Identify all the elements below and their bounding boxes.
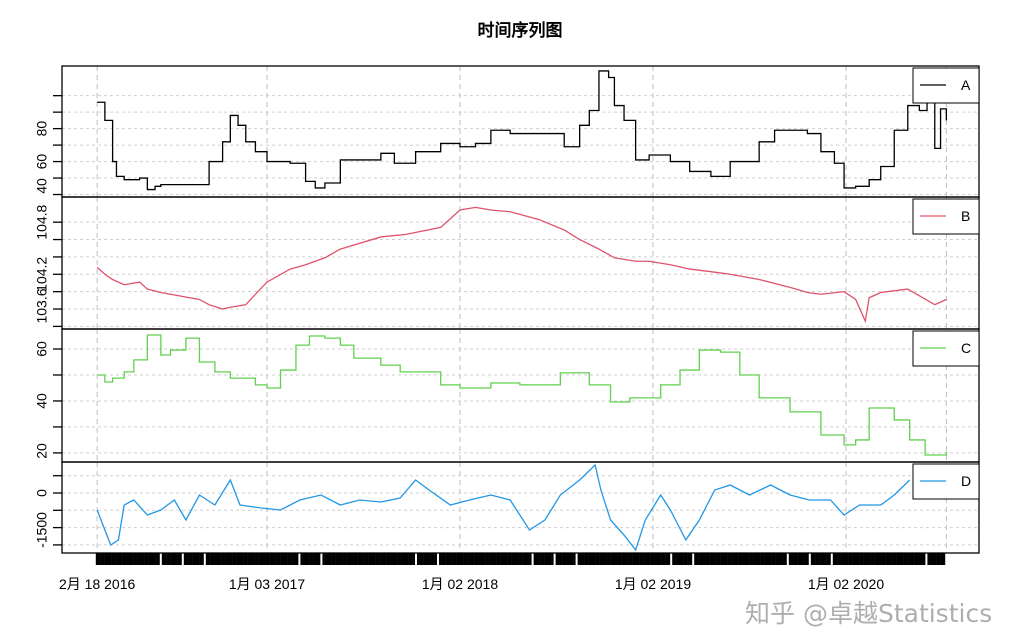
panel-frame	[61, 65, 980, 198]
panel-c: 20 40 60 C	[34, 328, 980, 463]
y-tick-label: 0	[34, 489, 50, 497]
series-line-b	[96, 206, 947, 324]
legend-d: D	[912, 463, 980, 500]
y-tick-label: 40	[34, 178, 50, 194]
legend-label: B	[961, 208, 970, 224]
legend-label: A	[961, 77, 971, 93]
series-line-c	[97, 334, 948, 456]
x-tick-label: 1月 02 2018	[422, 576, 498, 592]
y-tick-label: 104.8	[34, 204, 50, 239]
y-tick-label: 80	[34, 121, 50, 137]
y-tick-label: 40	[34, 393, 50, 409]
legend-label: C	[961, 340, 971, 356]
x-axis: 2月 18 2016 1月 03 2017 1月 02 2018 1月 02 2019…	[59, 553, 946, 592]
y-tick-label: 104.2	[34, 257, 50, 292]
x-tick-label: 1月 03 2017	[229, 576, 305, 592]
y-tick-label: 60	[34, 341, 50, 357]
y-tick-label: 60	[34, 154, 50, 170]
chart-title: 时间序列图	[478, 20, 563, 41]
series-line-a	[97, 70, 948, 191]
watermark: 知乎 @卓越Statistics	[745, 599, 992, 628]
x-tick-label: 1月 02 2020	[808, 576, 884, 592]
panel-d: -1500 0 D	[34, 461, 980, 554]
panel-a: 40 60 80 A	[34, 65, 980, 198]
y-tick-label: -1500	[34, 512, 50, 548]
x-tick-label: 2月 18 2016	[59, 576, 135, 592]
legend-label: D	[961, 473, 971, 489]
series-line-d	[96, 463, 911, 552]
x-tick-label: 1月 02 2019	[615, 576, 691, 592]
legend-b: B	[912, 198, 980, 235]
legend-c: C	[912, 330, 980, 367]
y-tick-label: 103.6	[34, 288, 50, 323]
legend-a: A	[912, 67, 980, 104]
y-tick-label: 20	[34, 443, 50, 459]
